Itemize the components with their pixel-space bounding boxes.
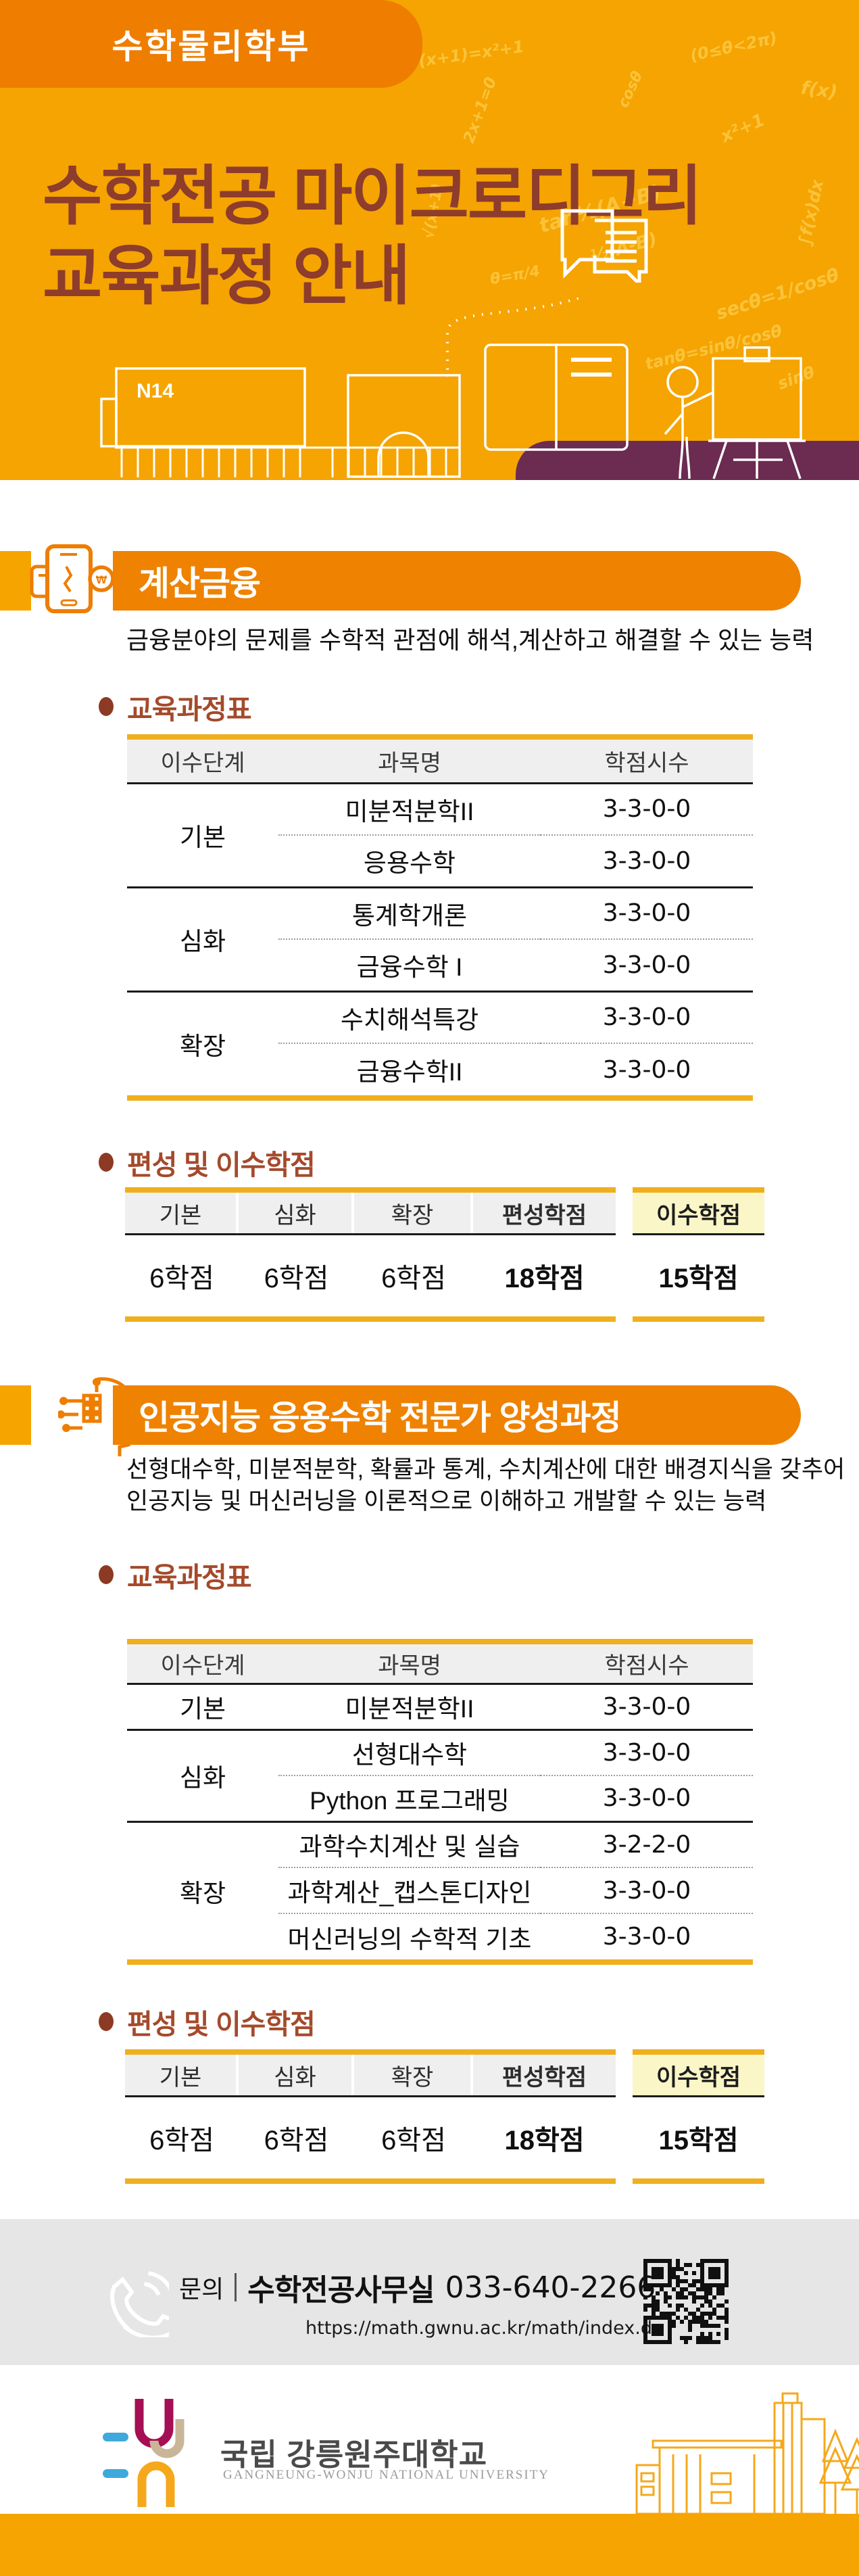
- lecturer-figure: [664, 366, 714, 479]
- section-finance-title: 계산금융: [139, 565, 261, 602]
- section-ai-description: 선형대수학, 미분적분학, 확률과 통계, 수치계산에 대한 배경지식을 갖추어…: [126, 1456, 845, 1514]
- colonnade: [115, 446, 460, 477]
- page-title-line1: 수학전공 마이크로디그리: [43, 160, 702, 233]
- page-title: 수학전공 마이크로디그리 교육과정 안내: [43, 157, 702, 316]
- table-row: Python 프로그래밍 3-3-0-0: [127, 1775, 753, 1821]
- curriculum-table-finance: 이수단계 과목명 학점시수 기본 미분적분학II 3-3-0-0 응용수학 3-…: [127, 734, 753, 1101]
- bullet-icon: [99, 2011, 114, 2031]
- contact-url: https://math.gwnu.ac.kr/math/index.do: [305, 2318, 664, 2339]
- credits-table-finance: 기본 심화 확장 편성학점 6학점 6학점 6학점 18학점: [125, 1187, 616, 1322]
- table-header-row: 이수단계 과목명 학점시수: [127, 1644, 753, 1685]
- curriculum-heading-finance: 교육과정표: [99, 689, 252, 725]
- credits-table-ai: 기본 심화 확장 편성학점 6학점 6학점 6학점 18학점: [125, 2049, 616, 2184]
- contact-phone: 033-640-2266: [445, 2270, 656, 2305]
- university-name-en: GANGNEUNG-WONJU NATIONAL UNIVERSITY: [223, 2468, 550, 2482]
- university-logo-mark: [103, 2399, 185, 2507]
- table-row: 응용수학 3-3-0-0: [127, 834, 753, 887]
- campus-illustration: N14: [100, 297, 806, 479]
- banner: (x-1)(x+1)=x²+1 2x+1=0 (0≤θ<2π) f(x) x²+1 tan…: [0, 0, 859, 480]
- finance-phone-icon: W: [30, 544, 115, 613]
- dept-badge: 수학물리학부: [0, 0, 422, 88]
- qr-code: [643, 2259, 729, 2344]
- section-finance-pill: 계산금융: [113, 551, 801, 611]
- phone-call-icon: [110, 2271, 169, 2337]
- section-ai-pill: 인공지능 응용수학 전문가 양성과정: [113, 1385, 801, 1445]
- table-row: 금융수학II 3-3-0-0: [127, 1043, 753, 1095]
- contact-label: 문의: [179, 2275, 224, 2303]
- table-row: 확장 수치해석특강 3-3-0-0: [179, 1003, 691, 1060]
- page-title-line2: 교육과정 안내: [43, 240, 411, 313]
- section-ai-title: 인공지능 응용수학 전문가 양성과정: [139, 1399, 622, 1437]
- curriculum-heading-ai: 교육과정표: [99, 1557, 252, 1593]
- contact-line: 문의 수학전공사무실 033-640-2266: [179, 2268, 656, 2308]
- required-credits-ai: 이수학점 15학점: [633, 2049, 764, 2184]
- university-name: 국립 강릉원주대학교: [220, 2437, 488, 2472]
- table-row: 심화 선형대수학 3-3-0-0: [179, 1738, 691, 1792]
- campus-outline-illustration: [635, 2392, 859, 2514]
- curriculum-table-ai: 이수단계 과목명 학점시수 기본 미분적분학II 3-3-0-0 심화 선형대수…: [127, 1639, 753, 1965]
- table-row: 금융수학 I 3-3-0-0: [127, 938, 753, 991]
- bullet-icon: [99, 696, 114, 716]
- section-finance-description: 금융분야의 문제를 수학적 관점에 해석,계산하고 해결할 수 있는 능력: [126, 626, 814, 654]
- svg-text:W: W: [96, 573, 107, 586]
- credits-heading-finance: 편성 및 이수학점: [99, 1145, 316, 1180]
- table-row: 기본 미분적분학II 3-3-0-0: [179, 795, 691, 851]
- table-row: 확장 과학수치계산 및 실습 3-2-2-0: [179, 1830, 691, 1907]
- table-row: 기본 미분적분학II 3-3-0-0: [179, 1692, 691, 1723]
- contact-office: 수학전공사무실: [247, 2274, 435, 2307]
- speech-bubble-icon: [560, 209, 648, 283]
- divider: [235, 2273, 237, 2301]
- bullet-icon: [99, 1152, 114, 1172]
- table-row: 머신러닝의 수학적 기초 3-3-0-0: [127, 1913, 753, 1959]
- easel-board: [708, 346, 806, 479]
- table-header-row: 이수단계 과목명 학점시수: [127, 740, 753, 784]
- building-label: N14: [137, 380, 174, 402]
- table-row: 과학계산_캡스톤디자인 3-3-0-0: [127, 1867, 753, 1913]
- required-credits-finance: 이수학점 15학점: [633, 1187, 764, 1322]
- side-accent-bar: [0, 551, 31, 611]
- table-row: 심화 통계학개론 3-3-0-0: [179, 899, 691, 955]
- dept-badge-label: 수학물리학부: [112, 28, 311, 66]
- side-accent-bar: [0, 1385, 31, 1445]
- bullet-icon: [99, 1565, 114, 1584]
- bottom-accent-bar: [0, 2514, 859, 2576]
- credits-heading-ai: 편성 및 이수학점: [99, 2004, 316, 2040]
